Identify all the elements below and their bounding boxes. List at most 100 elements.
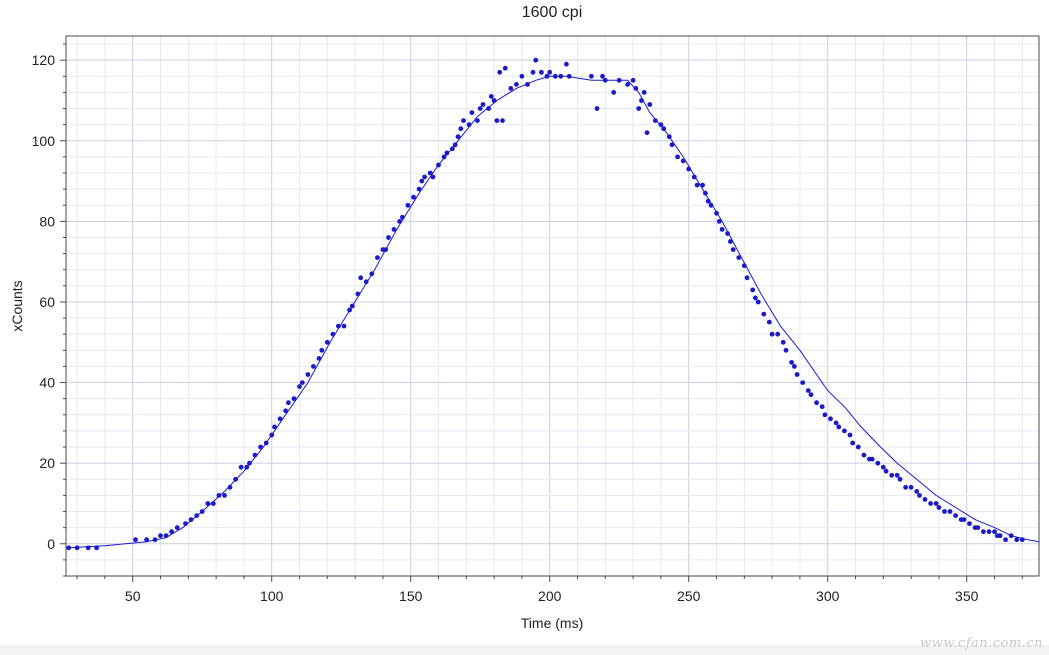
fit-line (68, 75, 1040, 549)
data-point (903, 484, 908, 490)
x-tick-label: 200 (538, 588, 562, 604)
data-point (386, 235, 391, 240)
data-point (258, 444, 263, 450)
data-point (780, 339, 786, 345)
data-point (272, 424, 277, 430)
x-tick-label: 50 (125, 588, 141, 604)
data-point (775, 331, 781, 337)
data-point (908, 484, 914, 490)
data-point (728, 239, 733, 244)
data-point (981, 529, 986, 535)
data-point (653, 118, 658, 123)
data-point (967, 521, 972, 526)
data-point (480, 102, 486, 107)
data-point (842, 428, 847, 434)
data-point (502, 65, 508, 71)
y-tick-label: 40 (39, 375, 55, 391)
data-point (416, 186, 422, 192)
data-point (639, 98, 644, 103)
data-point (897, 476, 903, 482)
data-point (169, 529, 175, 535)
data-point (552, 73, 558, 79)
data-point (133, 537, 138, 543)
data-point (922, 497, 928, 502)
data-point (158, 533, 163, 539)
data-point (163, 533, 169, 539)
data-point (436, 162, 441, 168)
data-point (669, 142, 675, 148)
data-point (694, 182, 700, 188)
data-point (675, 154, 680, 160)
data-point (210, 501, 216, 506)
data-point (422, 174, 427, 180)
data-point (194, 513, 200, 518)
data-point (644, 130, 650, 136)
data-point (700, 182, 705, 188)
data-point (427, 170, 433, 176)
data-point (244, 464, 250, 470)
data-point (500, 118, 505, 123)
data-point (741, 263, 747, 269)
data-point (714, 210, 719, 216)
data-point (336, 323, 341, 329)
data-point (658, 122, 664, 128)
data-point (794, 372, 800, 377)
data-point (144, 537, 150, 543)
data-point (750, 287, 756, 293)
data-point (363, 279, 369, 285)
data-point (947, 509, 953, 514)
data-point (636, 106, 642, 111)
data-point (330, 331, 336, 337)
data-point (686, 166, 692, 172)
data-point (94, 545, 99, 551)
data-point (544, 73, 550, 79)
data-point (547, 69, 553, 75)
data-point (497, 69, 503, 75)
data-point (936, 505, 942, 510)
data-point (641, 90, 647, 95)
data-point (533, 57, 539, 63)
data-point (199, 509, 205, 514)
data-point (883, 468, 889, 474)
data-point (1014, 537, 1020, 543)
data-point (753, 295, 758, 301)
data-point (589, 73, 594, 79)
data-point (514, 82, 519, 87)
data-point (183, 521, 188, 526)
data-point (347, 307, 352, 313)
data-point (705, 198, 711, 204)
data-point (222, 493, 227, 498)
data-point (725, 231, 730, 236)
data-point (761, 311, 767, 317)
data-point (914, 489, 920, 494)
data-point (730, 247, 736, 253)
data-point (486, 106, 491, 111)
data-point (833, 420, 839, 426)
data-point (539, 69, 544, 75)
y-tick-label: 120 (32, 52, 56, 68)
data-point (933, 501, 939, 506)
data-point (997, 533, 1003, 539)
data-point (450, 146, 455, 152)
data-point (247, 460, 252, 466)
data-point (661, 126, 667, 132)
data-point (744, 275, 750, 281)
data-point (822, 412, 828, 418)
data-point (755, 299, 761, 305)
footer-bar (0, 645, 1049, 655)
data-point (277, 416, 283, 422)
data-point (847, 432, 853, 438)
data-point (299, 380, 305, 385)
data-point (805, 388, 811, 393)
data-point (349, 303, 355, 309)
data-point (766, 319, 772, 325)
data-point (719, 227, 725, 232)
data-point (216, 493, 222, 498)
data-point (630, 77, 636, 83)
data-point (525, 82, 530, 87)
data-point (74, 545, 80, 551)
x-tick-label: 250 (677, 588, 701, 604)
x-tick-label: 350 (955, 588, 979, 604)
data-point (477, 106, 483, 111)
